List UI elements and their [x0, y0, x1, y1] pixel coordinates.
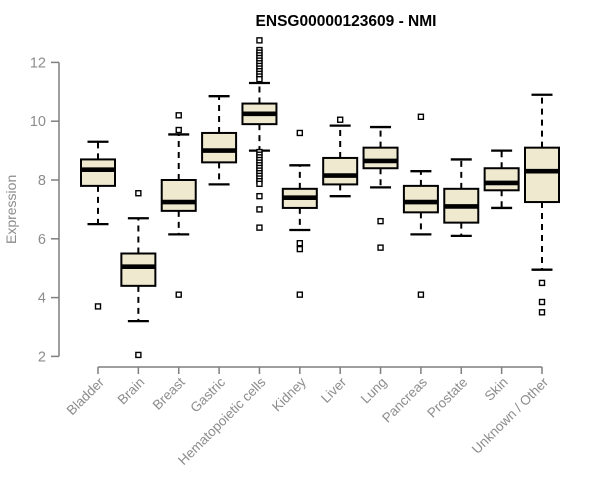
outlier-liver	[336, 116, 344, 123]
outlier-pancreas	[417, 113, 425, 120]
box-gastric	[201, 131, 238, 164]
outlier-kidney	[296, 240, 304, 247]
x-tick-label: Breast	[150, 374, 188, 412]
outlier-lung	[377, 217, 384, 225]
outlier-hematopoietic-cells	[256, 37, 263, 44]
y-tick-label: 4	[38, 291, 46, 307]
x-tick-label: Liver	[318, 374, 350, 406]
box-brain	[120, 252, 157, 287]
outlier-hematopoietic-cells	[256, 224, 263, 231]
outlier-unknown-other	[538, 279, 546, 287]
outlier-bladder	[94, 303, 102, 310]
outlier-hematopoietic-cells	[256, 180, 263, 188]
y-axis-title: Expression	[3, 175, 19, 244]
x-tick-label: Prostate	[424, 375, 470, 421]
outlier-breast	[175, 291, 182, 298]
outlier-kidney	[296, 129, 304, 137]
outlier-kidney	[296, 291, 304, 298]
y-tick-label: 6	[38, 232, 46, 248]
box-liver	[322, 156, 359, 186]
x-tick-label: Kidney	[269, 374, 309, 414]
outlier-kidney	[296, 245, 304, 253]
outlier-pancreas	[417, 291, 425, 298]
y-tick-label: 10	[30, 114, 46, 130]
outlier-brain	[135, 351, 142, 359]
box-skin	[483, 167, 520, 192]
x-tick-label: Pancreas	[379, 374, 430, 425]
outlier-breast	[175, 112, 182, 119]
outlier-hematopoietic-cells	[256, 206, 263, 213]
box-pancreas	[402, 184, 439, 214]
outlier-hematopoietic-cells	[256, 75, 263, 83]
box-bladder	[80, 158, 116, 187]
y-tick-label: 12	[30, 55, 46, 71]
y-tick-label: 8	[38, 173, 46, 189]
outlier-unknown-other	[538, 309, 546, 316]
x-tick-label: Skin	[482, 375, 511, 404]
outlier-unknown-other	[538, 298, 546, 306]
outlier-breast	[175, 126, 182, 134]
x-tick-label: Unknown / Other	[469, 374, 552, 457]
x-tick-label: Brain	[115, 375, 148, 408]
outlier-lung	[377, 244, 384, 251]
x-tick-label: Lung	[358, 375, 390, 407]
outlier-hematopoietic-cells	[256, 192, 263, 200]
box-unknown-other	[524, 146, 560, 204]
x-tick-label: Bladder	[64, 374, 108, 418]
chart-title: ENSG00000123609 - NMI	[256, 13, 437, 30]
y-tick-label: 2	[38, 349, 46, 365]
outlier-brain	[135, 190, 142, 197]
box-breast	[160, 179, 197, 212]
box-lung	[362, 146, 399, 170]
